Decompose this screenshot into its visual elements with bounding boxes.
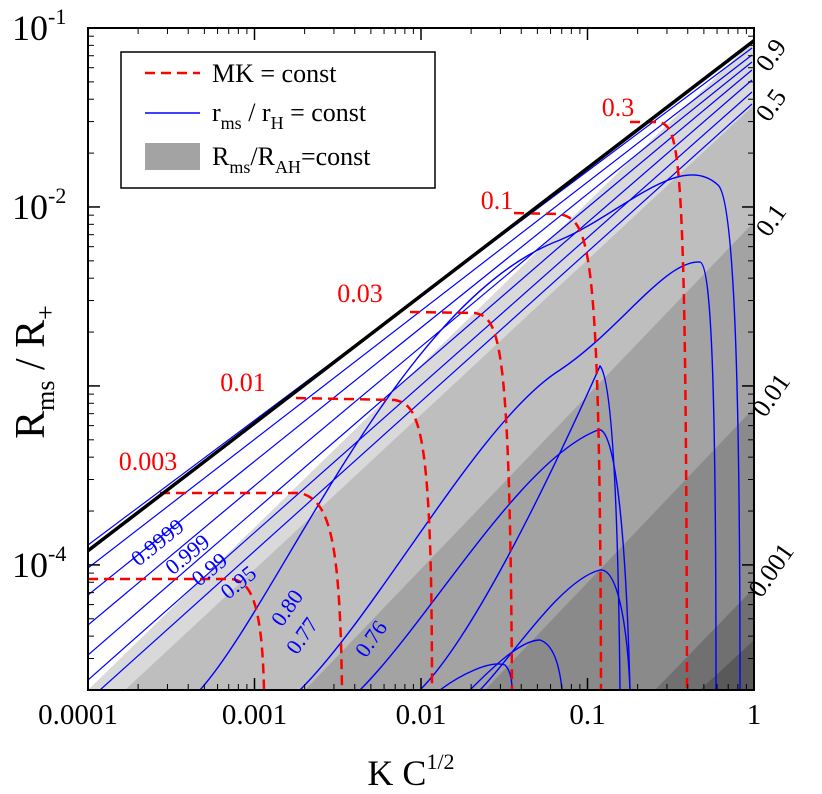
- mk-label: 0.03: [337, 279, 383, 308]
- mk-label: 0.3: [602, 93, 635, 122]
- plot-frame: [87, 27, 755, 691]
- x-tick-label: 0.0001: [38, 699, 118, 731]
- y-tick-label: 10-4: [12, 541, 66, 585]
- mk-label: 0.01: [220, 368, 266, 397]
- rms-curve-arch-4: [479, 569, 631, 690]
- mk-curve-5: [630, 120, 689, 690]
- rms-curve-arch-2: [359, 429, 631, 690]
- rms-curve-arch-1: [299, 261, 717, 690]
- rms-curve-arch-5: [469, 639, 563, 690]
- rms-curve-straight-5: [88, 91, 753, 681]
- rms-rh-curves: [88, 47, 753, 690]
- rms-curve-arch-3: [419, 364, 621, 690]
- x-tick-label: 0.01: [396, 699, 447, 731]
- legend: MK = const rms / rH = const Rms/RAH=const: [120, 51, 436, 189]
- rms-curve-straight-3: [88, 69, 753, 626]
- mk-curve-2: [295, 396, 434, 690]
- legend-label-band: Rms/RAH=const: [212, 142, 371, 177]
- mk-curve-3: [409, 310, 514, 690]
- mk-label: 0.1: [481, 186, 514, 215]
- bound-curve: [88, 39, 754, 553]
- rms-curve-arch-0: [199, 174, 741, 690]
- legend-swatch-band: [145, 143, 200, 170]
- y-tick-label: 10-2: [12, 183, 66, 227]
- band-label: 0.9: [750, 33, 792, 76]
- rms-curve-straight-4: [88, 79, 753, 656]
- rms-curve-arch-6: [439, 663, 513, 690]
- rms-curve-straight-6: [99, 103, 753, 690]
- axis-labels: 0.0001 0.001 0.01 0.1 1 10-1 10-2 10-4 K C1/2 Rms…: [8, 4, 761, 793]
- rms-curve-straight-2: [88, 61, 753, 596]
- mk-curve-4: [513, 211, 603, 690]
- band-label: 0.1: [750, 198, 792, 241]
- mk-curve-1: [160, 491, 344, 690]
- legend-label-mk: MK = const: [212, 59, 337, 88]
- legend-label-rms: rms / rH = const: [212, 98, 367, 133]
- x-axis-label: K C1/2: [367, 749, 454, 793]
- x-tick-label: 0.001: [222, 699, 287, 731]
- mk-label: 0.003: [119, 447, 178, 476]
- band-label: 0.5: [750, 83, 792, 126]
- y-tick-label: 10-1: [12, 4, 66, 48]
- mk-curve-0: [88, 577, 266, 690]
- y-axis-label: Rms / R+: [8, 305, 60, 439]
- x-tick-label: 0.1: [569, 699, 605, 731]
- mk-curves: [88, 120, 689, 690]
- x-tick-label: 1: [747, 699, 762, 731]
- bound-curve-group: [88, 39, 754, 553]
